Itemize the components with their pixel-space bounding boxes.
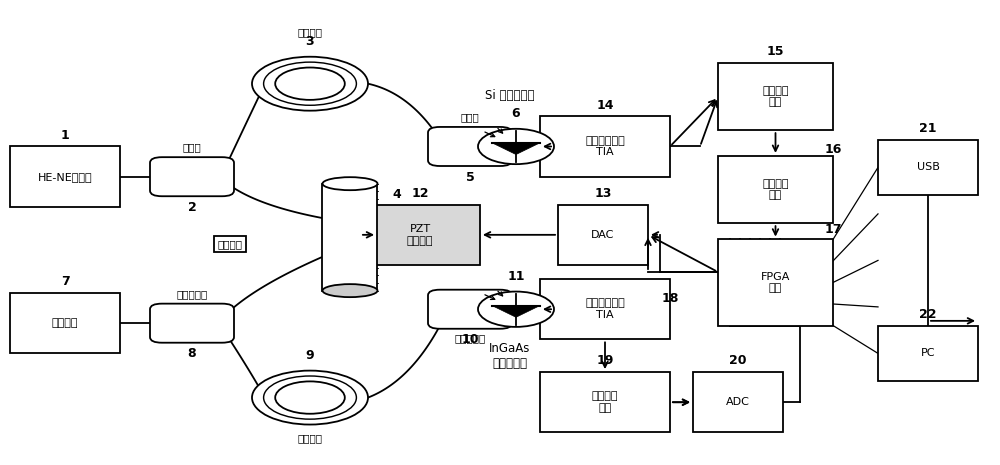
Ellipse shape <box>322 177 378 190</box>
Text: 过零触发
电路: 过零触发 电路 <box>762 86 789 107</box>
Text: 宽带耦合器: 宽带耦合器 <box>176 289 208 299</box>
Text: DAC: DAC <box>591 230 615 240</box>
Bar <box>540 116 670 177</box>
Bar <box>693 372 783 432</box>
Text: 匹配光纤: 匹配光纤 <box>298 27 322 37</box>
Text: 耦合器: 耦合器 <box>461 112 479 122</box>
Text: 15: 15 <box>766 45 784 58</box>
Text: 跨阻放大电路
TIA: 跨阻放大电路 TIA <box>585 299 625 320</box>
Text: 8: 8 <box>188 347 196 360</box>
Circle shape <box>275 67 345 100</box>
Circle shape <box>275 381 345 414</box>
Text: 20: 20 <box>729 354 747 367</box>
Bar <box>878 326 978 381</box>
Text: 12: 12 <box>411 187 429 200</box>
Text: 11: 11 <box>507 270 525 283</box>
Text: 宽带耦合器: 宽带耦合器 <box>454 333 486 344</box>
Text: 9: 9 <box>306 349 314 362</box>
Text: 13: 13 <box>594 187 612 200</box>
Bar <box>10 293 120 353</box>
Text: 14: 14 <box>596 99 614 112</box>
Circle shape <box>252 371 368 425</box>
FancyBboxPatch shape <box>428 290 512 329</box>
Text: 滤波整形
电路: 滤波整形 电路 <box>592 392 618 413</box>
Bar <box>558 205 648 265</box>
Text: 匹配光纤: 匹配光纤 <box>298 433 322 443</box>
Bar <box>540 279 670 339</box>
Text: 5: 5 <box>466 171 474 184</box>
Circle shape <box>478 292 554 327</box>
Text: InGaAs
光电二极管: InGaAs 光电二极管 <box>489 342 531 370</box>
Text: 17: 17 <box>824 223 842 236</box>
Bar <box>718 63 833 130</box>
Text: PZT
驱动电路: PZT 驱动电路 <box>407 224 433 246</box>
Text: 4: 4 <box>392 188 401 201</box>
Circle shape <box>478 129 554 164</box>
Text: 6: 6 <box>512 107 520 120</box>
Text: ADC: ADC <box>726 397 750 407</box>
Bar <box>322 184 377 291</box>
FancyBboxPatch shape <box>150 157 234 196</box>
Text: 10: 10 <box>461 333 479 346</box>
Bar <box>540 372 670 432</box>
Text: 16: 16 <box>824 143 842 156</box>
Text: 1: 1 <box>61 129 69 142</box>
Text: Si 光电二极管: Si 光电二极管 <box>485 89 535 102</box>
Bar <box>10 146 120 207</box>
FancyBboxPatch shape <box>428 127 512 166</box>
Text: 跨阻放大电路
TIA: 跨阻放大电路 TIA <box>585 136 625 157</box>
Circle shape <box>252 57 368 111</box>
Bar <box>360 205 480 265</box>
Text: 7: 7 <box>61 275 69 288</box>
Text: 21: 21 <box>919 122 937 135</box>
Bar <box>718 239 833 326</box>
Text: USB: USB <box>917 162 939 173</box>
Text: PC: PC <box>921 348 935 359</box>
Circle shape <box>264 62 356 105</box>
Polygon shape <box>492 306 540 317</box>
Text: FPGA
主控: FPGA 主控 <box>761 272 790 293</box>
Text: 倍频锁相
电路: 倍频锁相 电路 <box>762 179 789 200</box>
Bar <box>878 140 978 195</box>
Ellipse shape <box>322 284 378 297</box>
Text: 19: 19 <box>596 354 614 367</box>
Text: 并绕光纤: 并绕光纤 <box>218 239 242 249</box>
Text: 2: 2 <box>188 201 196 214</box>
Bar <box>718 156 833 223</box>
FancyBboxPatch shape <box>150 304 234 343</box>
Polygon shape <box>492 143 540 154</box>
Text: 18: 18 <box>661 292 679 305</box>
Text: 22: 22 <box>919 308 937 321</box>
Text: 耦合器: 耦合器 <box>183 142 201 153</box>
Circle shape <box>264 376 356 419</box>
Text: 3: 3 <box>306 35 314 48</box>
Text: HE-NE激光器: HE-NE激光器 <box>38 172 92 182</box>
Text: 待测光源: 待测光源 <box>52 318 78 328</box>
